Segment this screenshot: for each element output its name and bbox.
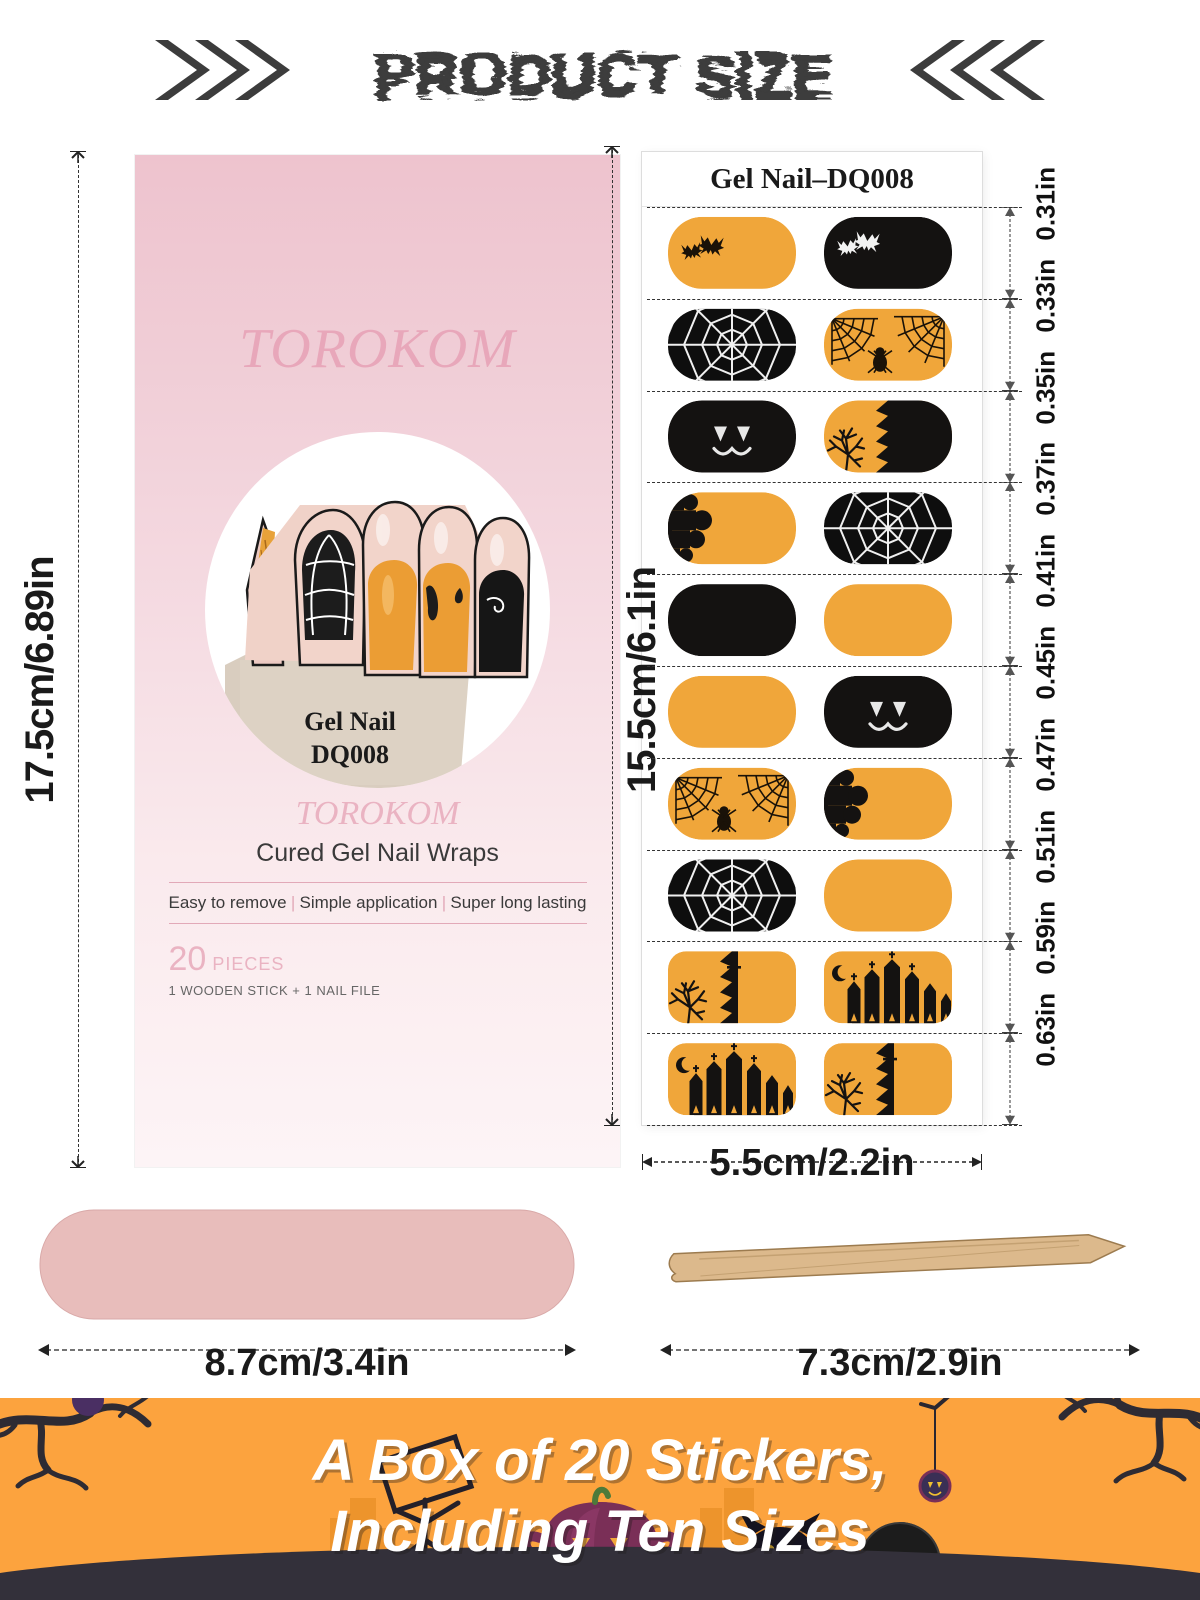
svg-text:PRODUCT SIZE: PRODUCT SIZE bbox=[371, 39, 830, 106]
svg-text:Gel Nail: Gel Nail bbox=[304, 707, 396, 736]
svg-text:DQ008: DQ008 bbox=[311, 740, 389, 769]
